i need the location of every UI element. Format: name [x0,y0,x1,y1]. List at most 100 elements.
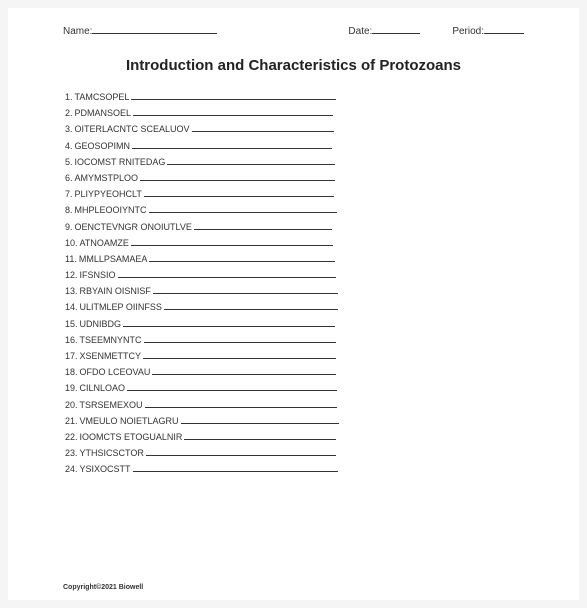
answer-line[interactable] [118,277,336,278]
item-number: 5. [65,157,73,167]
item-row: 6.AMYMSTPLOO [65,173,524,183]
answer-line[interactable] [194,229,332,230]
scrambled-word: RBYAIN OISNISF [80,286,151,296]
item-row: 10.ATNOAMZE [65,238,524,248]
scrambled-word: IOOMCTS ETOGUALNIR [80,432,183,442]
item-number: 23. [65,448,78,458]
scrambled-word: MHPLEOOIYNTC [75,205,147,215]
scrambled-word: TSEEMNYNTC [80,335,142,345]
item-row: 8.MHPLEOOIYNTC [65,205,524,215]
item-row: 13.RBYAIN OISNISF [65,286,524,296]
name-label: Name: [63,26,92,37]
scrambled-word: GEOSOPIMN [75,141,131,151]
item-row: 1.TAMCSOPEL [65,92,524,102]
answer-line[interactable] [192,131,334,132]
scrambled-word: XSENMETTCY [80,351,142,361]
item-number: 17. [65,351,78,361]
answer-line[interactable] [164,309,338,310]
item-row: 22.IOOMCTS ETOGUALNIR [65,432,524,442]
item-number: 4. [65,141,73,151]
answer-line[interactable] [144,342,336,343]
answer-line[interactable] [184,439,336,440]
item-row: 14.ULITMLEP OIINFSS [65,302,524,312]
period-label: Period: [452,26,484,37]
item-number: 11. [65,254,77,264]
item-row: 23.YTHSICSCTOR [65,448,524,458]
item-number: 24. [65,464,78,474]
answer-line[interactable] [152,374,336,375]
answer-line[interactable] [131,245,333,246]
name-field: Name: [63,26,217,37]
item-row: 3.OITERLACNTC SCEALUOV [65,124,524,134]
item-number: 22. [65,432,78,442]
copyright-text: Copyright©2021 Biowell [63,584,143,591]
scrambled-word: PLIYPYEOHCLT [75,189,142,199]
answer-line[interactable] [143,358,336,359]
scrambled-word: YTHSICSCTOR [80,448,144,458]
item-number: 20. [65,400,78,410]
worksheet-page: Name: Date: Period: Introduction and Cha… [8,8,579,600]
item-number: 9. [65,222,73,232]
item-row: 21.VMEULO NOIETLAGRU [65,416,524,426]
scrambled-word: OITERLACNTC SCEALUOV [75,124,190,134]
scrambled-word: IOCOMST RNITEDAG [75,157,166,167]
item-row: 11.MMLLPSAMAEA [65,254,524,264]
item-number: 18. [65,367,78,377]
item-number: 2. [65,108,73,118]
scrambled-word: CILNLOAO [80,383,126,393]
item-number: 7. [65,189,73,199]
name-input-line[interactable] [92,33,217,34]
item-number: 13. [65,286,78,296]
scrambled-word: ATNOAMZE [80,238,129,248]
date-field: Date: [348,26,420,37]
scrambled-word: ULITMLEP OIINFSS [80,302,162,312]
answer-line[interactable] [149,212,337,213]
item-row: 9.OENCTEVNGR ONOIUTLVE [65,222,524,232]
item-number: 19. [65,383,78,393]
scrambled-word: OENCTEVNGR ONOIUTLVE [75,222,192,232]
item-row: 16.TSEEMNYNTC [65,335,524,345]
scrambled-word: OFDO LCEOVAU [80,367,151,377]
item-row: 19.CILNLOAO [65,383,524,393]
answer-line[interactable] [145,407,337,408]
date-input-line[interactable] [372,33,420,34]
item-row: 2.PDMANSOEL [65,108,524,118]
answer-line[interactable] [149,261,335,262]
answer-line[interactable] [181,423,339,424]
items-list: 1.TAMCSOPEL 2.PDMANSOEL 3.OITERLACNTC SCEA… [63,92,524,474]
answer-line[interactable] [133,115,333,116]
item-row: 7.PLIYPYEOHCLT [65,189,524,199]
item-row: 5.IOCOMST RNITEDAG [65,157,524,167]
answer-line[interactable] [127,390,337,391]
item-number: 21. [65,416,78,426]
item-number: 6. [65,173,73,183]
answer-line[interactable] [131,99,336,100]
item-row: 4.GEOSOPIMN [65,141,524,151]
header-row: Name: Date: Period: [63,26,524,37]
scrambled-word: VMEULO NOIETLAGRU [80,416,179,426]
period-input-line[interactable] [484,33,524,34]
item-row: 18.OFDO LCEOVAU [65,367,524,377]
answer-line[interactable] [123,326,335,327]
answer-line[interactable] [133,471,338,472]
item-row: 20.TSRSEMEXOU [65,400,524,410]
date-label: Date: [348,26,372,37]
item-number: 8. [65,205,73,215]
item-number: 16. [65,335,78,345]
answer-line[interactable] [140,180,335,181]
scrambled-word: TAMCSOPEL [75,92,130,102]
scrambled-word: TSRSEMEXOU [80,400,143,410]
scrambled-word: MMLLPSAMAEA [79,254,148,264]
answer-line[interactable] [167,164,335,165]
item-row: 17.XSENMETTCY [65,351,524,361]
answer-line[interactable] [146,455,336,456]
item-number: 1. [65,92,73,102]
scrambled-word: AMYMSTPLOO [75,173,139,183]
item-number: 14. [65,302,78,312]
scrambled-word: YSIXOCSTT [80,464,131,474]
answer-line[interactable] [153,293,338,294]
answer-line[interactable] [144,196,334,197]
answer-line[interactable] [132,148,332,149]
worksheet-title: Introduction and Characteristics of Prot… [63,57,524,74]
period-field: Period: [452,26,524,37]
